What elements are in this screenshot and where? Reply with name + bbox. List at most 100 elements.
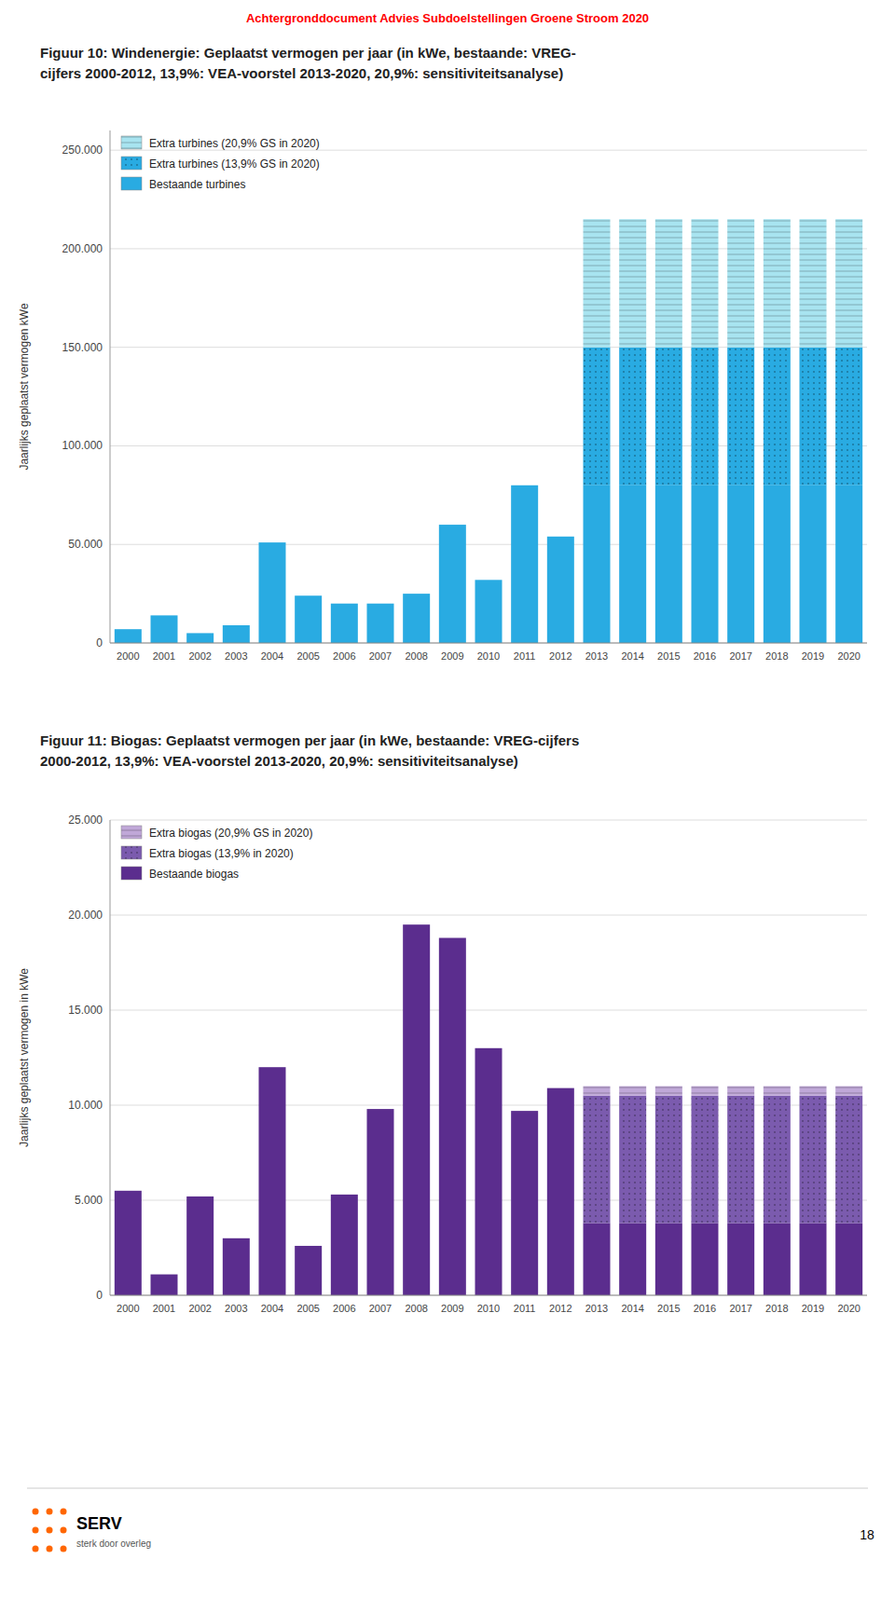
bar bbox=[691, 485, 719, 644]
y-axis-label: Jaarlijks geplaatst vermogen kWe bbox=[17, 302, 31, 471]
bar bbox=[259, 1067, 287, 1069]
bar bbox=[475, 1048, 503, 1296]
bar bbox=[151, 1275, 179, 1296]
logo-dot bbox=[46, 1528, 54, 1535]
bar bbox=[439, 937, 467, 939]
bar bbox=[402, 924, 430, 926]
bar bbox=[475, 579, 503, 581]
bar bbox=[583, 1096, 611, 1225]
footer bbox=[27, 1488, 868, 1554]
logo-dot bbox=[60, 1509, 68, 1516]
x-tick-label: 2011 bbox=[513, 650, 537, 662]
y-tick-label: 100.000 bbox=[62, 439, 104, 453]
bar bbox=[114, 629, 142, 644]
x-tick-label: 2016 bbox=[693, 650, 716, 662]
bar bbox=[727, 485, 755, 644]
x-tick-label: 2002 bbox=[188, 1303, 211, 1315]
x-tick-label: 2020 bbox=[837, 650, 860, 662]
bar bbox=[835, 347, 863, 486]
bar bbox=[799, 485, 827, 644]
x-tick-label: 2005 bbox=[296, 1303, 319, 1315]
y-axis-label: Jaarlijks geplaatst vermogen in kWe bbox=[17, 968, 31, 1148]
bar bbox=[439, 937, 467, 939]
logo-dot bbox=[60, 1546, 68, 1554]
y-tick-label: 25.000 bbox=[68, 813, 103, 827]
bar bbox=[367, 1109, 395, 1111]
bar bbox=[367, 1109, 395, 1296]
bar bbox=[619, 1087, 647, 1097]
bar bbox=[763, 1223, 791, 1296]
x-tick-label: 2014 bbox=[620, 650, 644, 662]
y-tick-label: 0 bbox=[96, 1289, 103, 1303]
bar bbox=[151, 1274, 179, 1276]
bar bbox=[835, 219, 863, 348]
y-tick-label: 250.000 bbox=[62, 143, 104, 157]
bar bbox=[330, 1195, 358, 1296]
y-tick-label: 0 bbox=[96, 636, 103, 650]
legend-swatch bbox=[121, 826, 142, 840]
x-tick-label: 2018 bbox=[765, 1303, 788, 1315]
bar bbox=[186, 633, 214, 644]
bar bbox=[583, 1223, 611, 1296]
footer-logo-text: SERV bbox=[76, 1514, 123, 1534]
x-tick-label: 2001 bbox=[152, 650, 176, 662]
bar bbox=[222, 1238, 250, 1240]
x-tick-label: 2003 bbox=[224, 1303, 248, 1315]
bar bbox=[330, 603, 358, 605]
y-tick-label: 150.000 bbox=[62, 341, 104, 355]
logo-dot bbox=[32, 1546, 40, 1554]
bar bbox=[510, 1111, 538, 1113]
x-axis-line bbox=[110, 643, 868, 645]
x-tick-label: 2001 bbox=[152, 1303, 176, 1315]
page-number: 18 bbox=[859, 1528, 875, 1543]
bar bbox=[294, 1246, 322, 1296]
bar bbox=[475, 579, 503, 581]
x-tick-label: 2019 bbox=[801, 1303, 825, 1315]
bar bbox=[402, 593, 430, 595]
bar bbox=[691, 1087, 719, 1097]
bar bbox=[367, 1109, 395, 1111]
bar bbox=[151, 615, 179, 617]
bar bbox=[763, 485, 791, 644]
bar bbox=[186, 1197, 214, 1296]
bar bbox=[367, 603, 395, 605]
legend: Extra biogas (20,9% GS in 2020)Extra bio… bbox=[121, 826, 313, 882]
bar bbox=[475, 1047, 503, 1049]
x-tick-label: 2010 bbox=[477, 650, 500, 662]
bar bbox=[294, 595, 322, 597]
bar bbox=[475, 579, 503, 644]
bar bbox=[151, 615, 179, 644]
legend-label: Bestaande turbines bbox=[149, 178, 246, 192]
legend-swatch bbox=[121, 867, 142, 881]
x-tick-label: 2008 bbox=[404, 1303, 427, 1315]
bar bbox=[367, 603, 395, 605]
x-tick-label: 2009 bbox=[440, 1303, 464, 1315]
bar bbox=[547, 536, 575, 537]
x-tick-label: 2012 bbox=[549, 1303, 572, 1315]
legend: Extra turbines (20,9% GS in 2020)Extra t… bbox=[121, 136, 320, 192]
bar bbox=[222, 1238, 250, 1240]
bar bbox=[835, 485, 863, 644]
legend-label: Bestaande biogas bbox=[149, 867, 239, 882]
bar bbox=[439, 524, 467, 526]
chart-title: Figuur 10: Windenergie: Geplaatst vermog… bbox=[40, 44, 577, 61]
bar bbox=[655, 219, 683, 348]
bar bbox=[114, 629, 142, 631]
bar bbox=[510, 485, 538, 644]
x-tick-label: 2015 bbox=[657, 650, 680, 662]
bar bbox=[186, 1196, 214, 1198]
x-tick-label: 2018 bbox=[765, 650, 788, 662]
x-tick-label: 2012 bbox=[549, 650, 572, 662]
bar bbox=[330, 1194, 358, 1196]
bar bbox=[655, 1223, 683, 1296]
x-tick-label: 2015 bbox=[657, 1303, 680, 1315]
bar bbox=[294, 1245, 322, 1247]
bar bbox=[186, 1196, 214, 1198]
bar bbox=[330, 604, 358, 644]
bar bbox=[655, 1096, 683, 1225]
bar bbox=[619, 485, 647, 644]
bar bbox=[510, 484, 538, 486]
bar bbox=[222, 1239, 250, 1296]
bar bbox=[259, 542, 287, 544]
grid-line bbox=[110, 1295, 868, 1297]
